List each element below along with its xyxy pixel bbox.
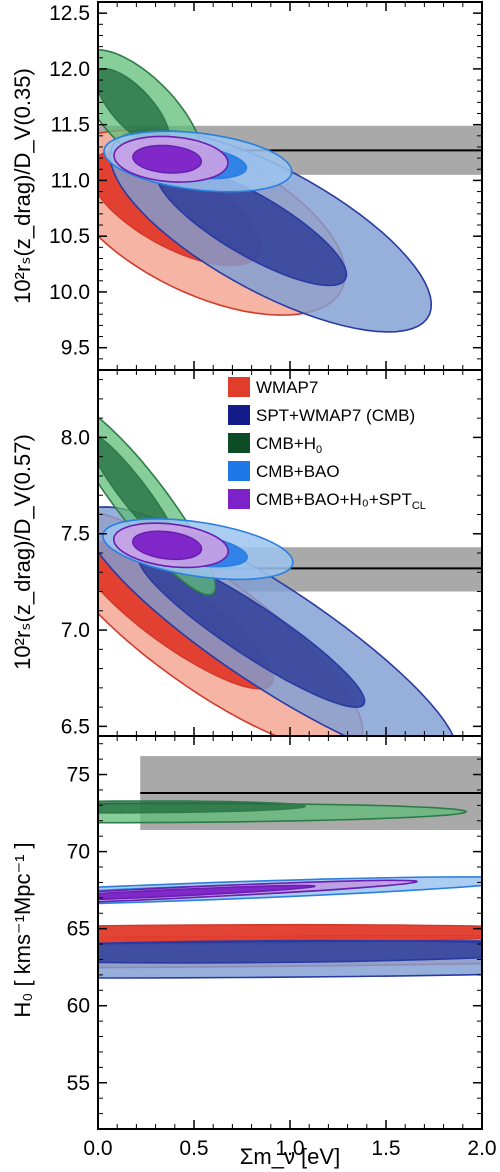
legend-label-wmap7: WMAP7 [256, 378, 318, 397]
x-tick-label: 1.0 [275, 1137, 304, 1160]
contour-cmb-bao-h0-spt-cl-1sigma [132, 530, 203, 561]
legend-swatch-cmb-bao [228, 461, 250, 481]
x-tick-label: 1.5 [371, 1137, 400, 1160]
y-tick-label: 12.5 [49, 2, 90, 25]
legend-item-spt-wmap7: SPT+WMAP7 (CMB) [228, 405, 415, 425]
y-tick-label: 70 [67, 841, 90, 864]
contour-cmb-bao-h0-spt-cl-1sigma [132, 144, 203, 174]
contour-cmb-h0-1sigma [98, 800, 307, 814]
ticks-layer: 55 60 65 70 75 0.0 0.5 1.0 1.5 2.0 [67, 736, 497, 1160]
legend-item-cmb-h0: CMB+H0 [228, 433, 322, 456]
legend-item-cmb-bao-h0-sptcl: CMB+BAO+H₀+SPTCL [228, 489, 426, 512]
legend: WMAP7 SPT+WMAP7 (CMB) CMB+H0 CMB+BAO CMB… [228, 377, 426, 512]
contour-wmap7-1sigma [98, 923, 482, 946]
panel-rs-dv057: 6.5 7.0 7.5 8.0 10²rₛ(z_drag)/D_V(0.57) WMA… [10, 369, 483, 738]
contour-spt-wmap7-cmb-1sigma [98, 939, 482, 964]
y-tick-label: 65 [67, 918, 90, 941]
legend-label-cmb-h0: CMB+H0 [256, 434, 322, 456]
legend-label-cmb-bao-h0-sptcl: CMB+BAO+H₀+SPTCL [256, 490, 426, 512]
y-tick-label: 8.0 [61, 426, 90, 449]
legend-label-cmb-bao: CMB+BAO [256, 462, 340, 481]
y-tick-label: 12.0 [49, 58, 90, 81]
panel-h0: 55 60 65 70 75 0.0 0.5 1.0 1.5 2.0 H₀ [ kms⁻¹Mpc⁻… [10, 735, 497, 1169]
x-axis-label: Σm_ν [eV] [240, 1144, 340, 1169]
y-tick-label: 11.5 [51, 114, 90, 137]
y-tick-label: 9.5 [61, 337, 90, 360]
y-tick-label: 10.5 [49, 225, 90, 248]
contours-layer [98, 48, 433, 333]
legend-swatch-cmb-bao-h0-sptcl [228, 489, 250, 509]
legend-swatch-spt-wmap7 [228, 405, 250, 425]
x-tick-label: 2.0 [467, 1137, 496, 1160]
legend-swatch-wmap7 [228, 377, 250, 397]
y-tick-label: 7.5 [61, 523, 90, 546]
legend-item-wmap7: WMAP7 [228, 377, 318, 397]
x-tick-label: 0.5 [179, 1137, 208, 1160]
y-tick-label: 55 [67, 1072, 90, 1095]
y-tick-label: 7.0 [61, 619, 90, 642]
y-axis-label: H₀ [ kms⁻¹Mpc⁻¹ ] [10, 842, 35, 1017]
legend-label-spt-wmap7: SPT+WMAP7 (CMB) [256, 406, 415, 425]
contour-cmb-bao-h0-spt-cl-1sigma [98, 884, 316, 901]
y-axis-label: 10²rₛ(z_drag)/D_V(0.57) [10, 434, 35, 670]
y-axis-label: 10²rₛ(z_drag)/D_V(0.35) [10, 68, 35, 304]
plot-frame [97, 735, 483, 1130]
panel-rs-dv035: 9.5 10.0 10.5 11.0 11.5 12.0 12.5 10²rₛ(z_drag… [10, 1, 483, 371]
y-tick-label: 60 [67, 995, 90, 1018]
legend-item-cmb-bao: CMB+BAO [228, 461, 340, 481]
contours-layer [98, 800, 482, 979]
y-tick-label: 75 [67, 764, 90, 787]
y-tick-label: 10.0 [49, 281, 90, 304]
y-tick-label: 11.0 [51, 169, 90, 192]
x-tick-label: 0.0 [83, 1137, 112, 1160]
contours-layer [98, 416, 455, 736]
y-tick-label: 6.5 [61, 715, 90, 738]
legend-swatch-cmb-h0 [228, 433, 250, 453]
